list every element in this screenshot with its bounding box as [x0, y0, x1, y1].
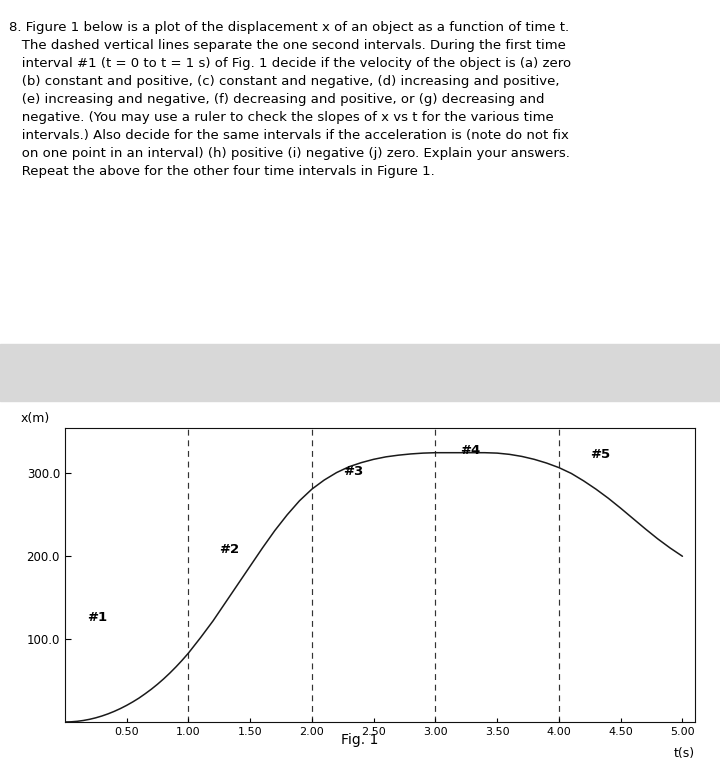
Text: x(m): x(m): [21, 412, 50, 425]
Text: #5: #5: [590, 448, 610, 461]
Text: t(s): t(s): [674, 747, 695, 760]
Text: #2: #2: [219, 543, 239, 556]
Text: #4: #4: [460, 444, 480, 457]
Text: 8. Figure 1 below is a plot of the displacement x of an object as a function of : 8. Figure 1 below is a plot of the displ…: [9, 21, 571, 178]
Text: #3: #3: [343, 465, 363, 478]
Text: #1: #1: [87, 611, 107, 624]
Text: Fig. 1: Fig. 1: [341, 733, 379, 747]
